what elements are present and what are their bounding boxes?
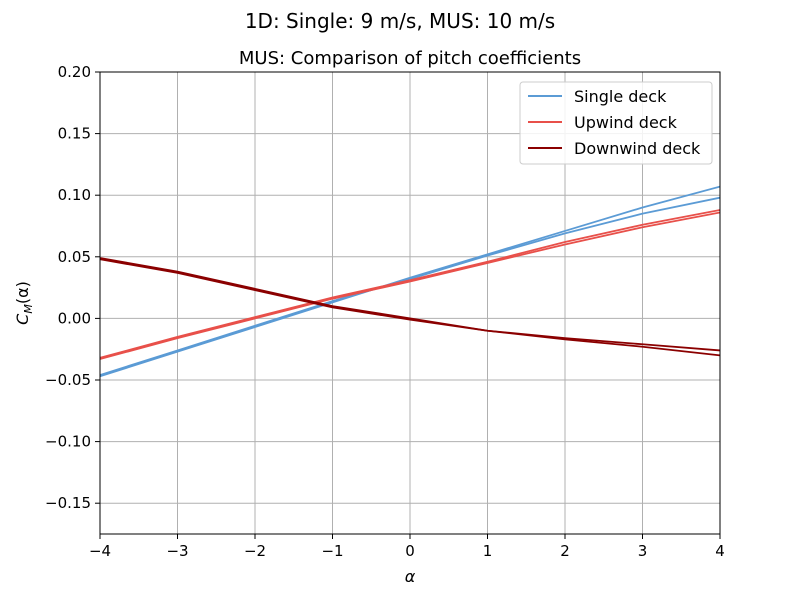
y-tick-label: −0.15: [45, 494, 91, 512]
legend-label-single-deck: Single deck: [574, 87, 667, 106]
y-tick-label: −0.05: [45, 371, 91, 389]
x-tick-label: −2: [244, 542, 266, 560]
figure-suptitle: 1D: Single: 9 m/s, MUS: 10 m/s: [245, 9, 555, 33]
legend-box: [519, 81, 713, 165]
x-tick-label: 3: [638, 542, 648, 560]
y-tick-label: −0.10: [45, 433, 91, 451]
y-axis-label-sub: M: [22, 304, 35, 314]
y-tick-label: 0.15: [58, 125, 91, 143]
x-tick-label: 2: [560, 542, 570, 560]
series-line-downwind-deck: [100, 257, 720, 352]
y-tick-label: 0.00: [58, 309, 91, 327]
series-line-downwind-deck: [100, 258, 720, 357]
y-tick-label: 0.05: [58, 248, 91, 266]
x-tick-label: 0: [405, 542, 415, 560]
series-line-single-deck: [100, 185, 720, 378]
y-tick-label: 0.10: [58, 186, 91, 204]
series-line-single-deck: [100, 196, 720, 376]
legend-label-upwind-deck: Upwind deck: [574, 113, 678, 132]
x-axis-ticks: −4 −3 −2 −1 0 1 2 3 4: [89, 534, 725, 560]
x-tick-label: 4: [715, 542, 725, 560]
x-tick-label: −3: [166, 542, 188, 560]
y-axis-label-main: C: [13, 313, 32, 325]
x-axis-label: α: [405, 567, 416, 586]
y-axis-label-rest: (α): [13, 281, 32, 304]
x-tick-label: −1: [321, 542, 343, 560]
y-tick-label: 0.20: [58, 63, 91, 81]
legend-label-downwind-deck: Downwind deck: [574, 139, 701, 158]
chart-title: MUS: Comparison of pitch coefficients: [239, 48, 581, 69]
y-axis-label: CM(α): [13, 281, 35, 325]
legend: Single deck Upwind deck Downwind deck: [519, 81, 713, 165]
series-lines: [100, 185, 720, 378]
x-tick-label: −4: [89, 542, 111, 560]
y-axis-ticks: −0.15 −0.10 −0.05 0.00 0.05 0.10 0.15 0.20: [45, 63, 100, 512]
x-tick-label: 1: [483, 542, 493, 560]
series-line-upwind-deck: [100, 211, 720, 360]
series-line-upwind-deck: [100, 209, 720, 359]
